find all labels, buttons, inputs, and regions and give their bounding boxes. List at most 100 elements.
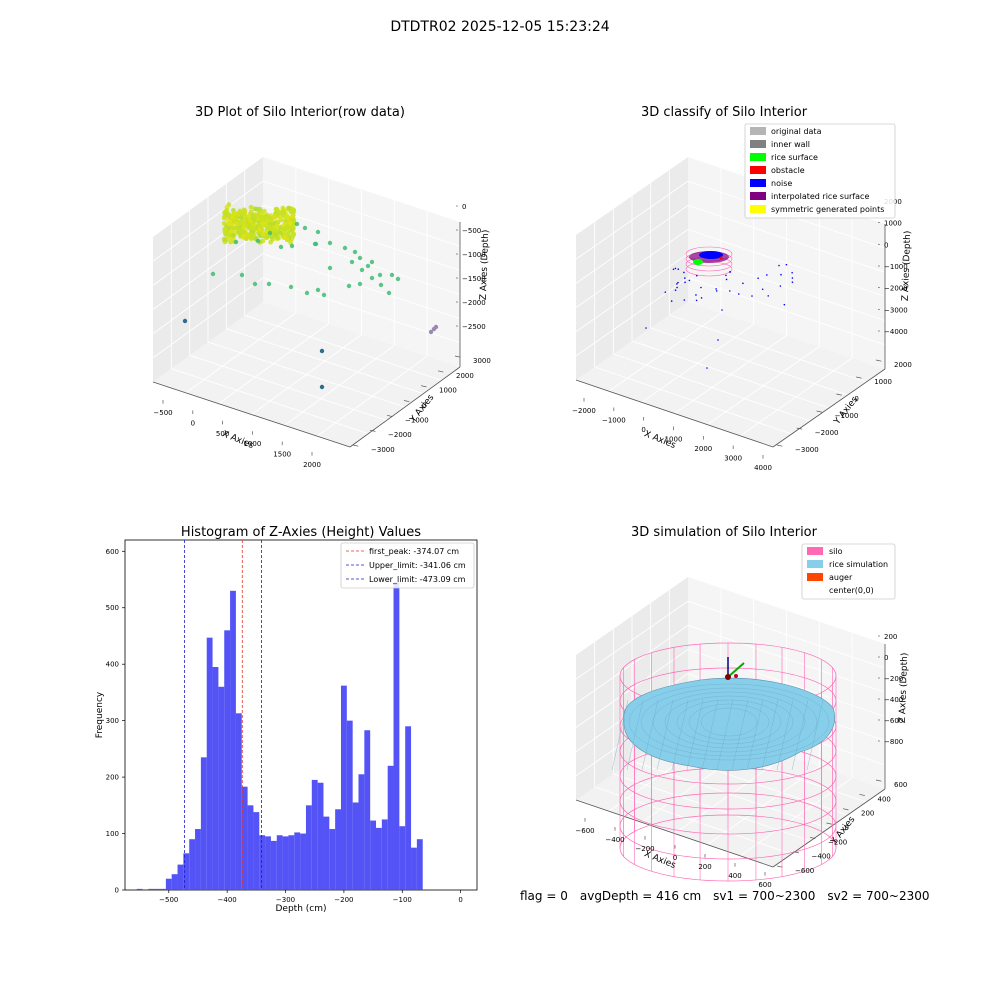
tick-label: −600: [795, 867, 814, 875]
histogram-bar: [364, 730, 371, 890]
noise-point: [676, 286, 678, 289]
tick-label: −3000: [371, 446, 395, 454]
data-point: [327, 265, 333, 271]
histogram-legend: first_peak: -374.07 cm Upper_limit: -341.…: [340, 542, 475, 589]
data-point: [273, 206, 279, 212]
tick-mark: [369, 429, 376, 432]
noise-point: [683, 271, 685, 274]
legend-swatch: [750, 179, 766, 187]
tick-label: −400: [605, 836, 624, 844]
rice-mesh-line: [806, 699, 824, 771]
data-point: [283, 224, 289, 230]
data-point: [247, 213, 252, 219]
noise-point: [695, 294, 697, 296]
tick-label: 600: [758, 881, 771, 889]
data-point: [229, 229, 235, 234]
data-point: [315, 287, 321, 293]
noise-point: [695, 299, 698, 302]
histogram-bar: [276, 835, 283, 890]
data-point: [242, 229, 248, 234]
noise-point: [729, 271, 732, 273]
data-point: [224, 216, 230, 222]
tick-mark: [796, 427, 803, 430]
tick-label: 2000: [456, 372, 474, 380]
grid-line: [262, 180, 461, 247]
noise-point: [677, 268, 680, 270]
rice-mesh-line: [746, 699, 764, 771]
rice-mesh-line: [701, 699, 719, 771]
tick-label: −1000: [602, 417, 626, 425]
data-point: [255, 238, 261, 244]
tick-label: −3000: [795, 446, 819, 454]
panel4-legend: silo rice simulation auger center(0,0): [801, 543, 896, 600]
rice-mesh-line: [641, 699, 659, 771]
y-tick-label: 0: [115, 887, 119, 895]
data-point: [327, 240, 333, 246]
tick-mark: [809, 836, 816, 839]
tick-mark: [776, 865, 783, 868]
data-point: [228, 221, 234, 227]
tick-label: 4000: [754, 464, 772, 472]
tick-label: −2000: [884, 285, 908, 293]
tick-label: 1000: [439, 387, 457, 395]
legend-label: obstacle: [771, 166, 805, 175]
legend-label: Upper_limit: -341.06 cm: [369, 561, 466, 570]
data-point: [261, 208, 267, 214]
histogram-bar: [329, 829, 336, 890]
tick-label: 0: [191, 419, 195, 427]
legend-swatch: [807, 573, 823, 581]
rice-mesh-line: [671, 699, 689, 771]
rice-mesh-line: [716, 699, 734, 771]
data-point: [246, 225, 252, 231]
tick-label: 2000: [894, 361, 912, 369]
legend-label: rice surface: [771, 153, 818, 162]
data-point: [228, 239, 234, 245]
histogram-bar: [154, 888, 161, 890]
histogram-bar: [411, 847, 417, 890]
sv2-text: sv2 = 700~2300: [827, 889, 930, 903]
tick-mark: [386, 414, 393, 417]
data-point: [274, 228, 279, 234]
data-point: [289, 243, 295, 249]
histogram-bar: [189, 839, 196, 890]
tick-mark: [875, 359, 882, 362]
data-point: [226, 211, 231, 217]
histogram-bar: [165, 878, 172, 890]
data-point: [290, 213, 295, 219]
noise-point: [674, 289, 677, 291]
flag-text: flag = 0: [520, 889, 568, 903]
data-point: [288, 284, 294, 290]
data-point: [251, 225, 257, 231]
noise-point: [783, 303, 786, 306]
panel2-zlabel: Z Axies (Depth): [901, 231, 913, 302]
histogram-bar: [206, 637, 213, 890]
histogram-bar: [148, 888, 155, 890]
grid-line: [669, 314, 867, 383]
tick-label: 3000: [473, 357, 491, 365]
data-point: [240, 225, 246, 231]
histogram-bar: [241, 786, 248, 890]
data-point: [369, 259, 375, 265]
rice-mesh-ring: [628, 683, 830, 761]
noise-point: [684, 277, 686, 279]
tick-label: −2000: [572, 407, 596, 415]
noise-point: [664, 291, 667, 293]
legend-label: Lower_limit: -473.09 cm: [369, 575, 466, 584]
panel1-xlabel: X Axies: [220, 429, 255, 451]
legend-swatch: [750, 153, 766, 161]
data-point: [267, 230, 273, 236]
x-axis-line: [575, 379, 774, 448]
data-point: [240, 211, 246, 217]
histogram-bar: [230, 590, 236, 890]
data-point: [238, 215, 244, 221]
noise-point: [676, 283, 678, 285]
tick-mark: [454, 355, 461, 358]
tick-label: −500: [462, 227, 481, 235]
data-point: [277, 210, 282, 216]
histogram-bar: [235, 713, 242, 890]
panel3-title: Histogram of Z-Axies (Height) Values: [181, 525, 421, 540]
legend-swatch: [750, 127, 766, 135]
histogram-bar: [416, 839, 423, 890]
y-axis-line: [772, 788, 886, 868]
noise-point: [684, 281, 686, 284]
